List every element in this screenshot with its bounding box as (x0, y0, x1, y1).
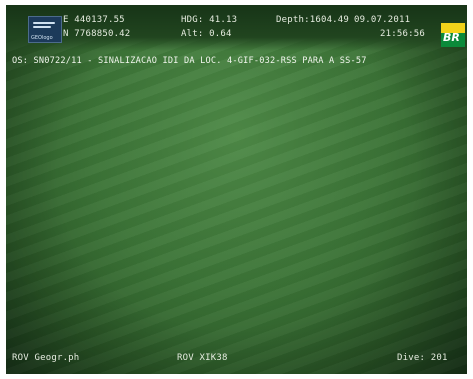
logo-wave-line (33, 26, 51, 28)
logo-yellow-band (441, 23, 465, 33)
service-order-line: OS: SN0722/11 - SINALIZACAO IDI DA LOC. … (12, 56, 367, 66)
rov-id-label: ROV XIK38 (177, 353, 228, 363)
logo-wave-line (33, 22, 55, 24)
logo-br-text: BR (443, 31, 460, 44)
rov-camera-label: ROV Geogr.ph (12, 353, 80, 363)
date-readout: 09.07.2011 (354, 15, 411, 25)
video-vignette (6, 5, 467, 374)
time-readout: 21:56:56 (380, 29, 425, 39)
dive-number: Dive: 201 (397, 353, 448, 363)
survey-company-logo-icon: GEOlogo (28, 16, 62, 43)
petrobras-br-logo-icon: BR (441, 23, 465, 47)
easting-readout: E 440137.55 (63, 15, 125, 25)
altitude-readout: Alt: 0.64 (181, 29, 232, 39)
heading-readout: HDG: 41.13 (181, 15, 238, 25)
telemetry-header (6, 5, 467, 51)
northing-readout: N 7768850.42 (63, 29, 131, 39)
rov-video-feed: GEOlogo E 440137.55 N 7768850.42 HDG: 41… (6, 5, 467, 374)
logo-left-text: GEOlogo (31, 35, 53, 41)
depth-readout: Depth:1604.49 (276, 15, 350, 25)
